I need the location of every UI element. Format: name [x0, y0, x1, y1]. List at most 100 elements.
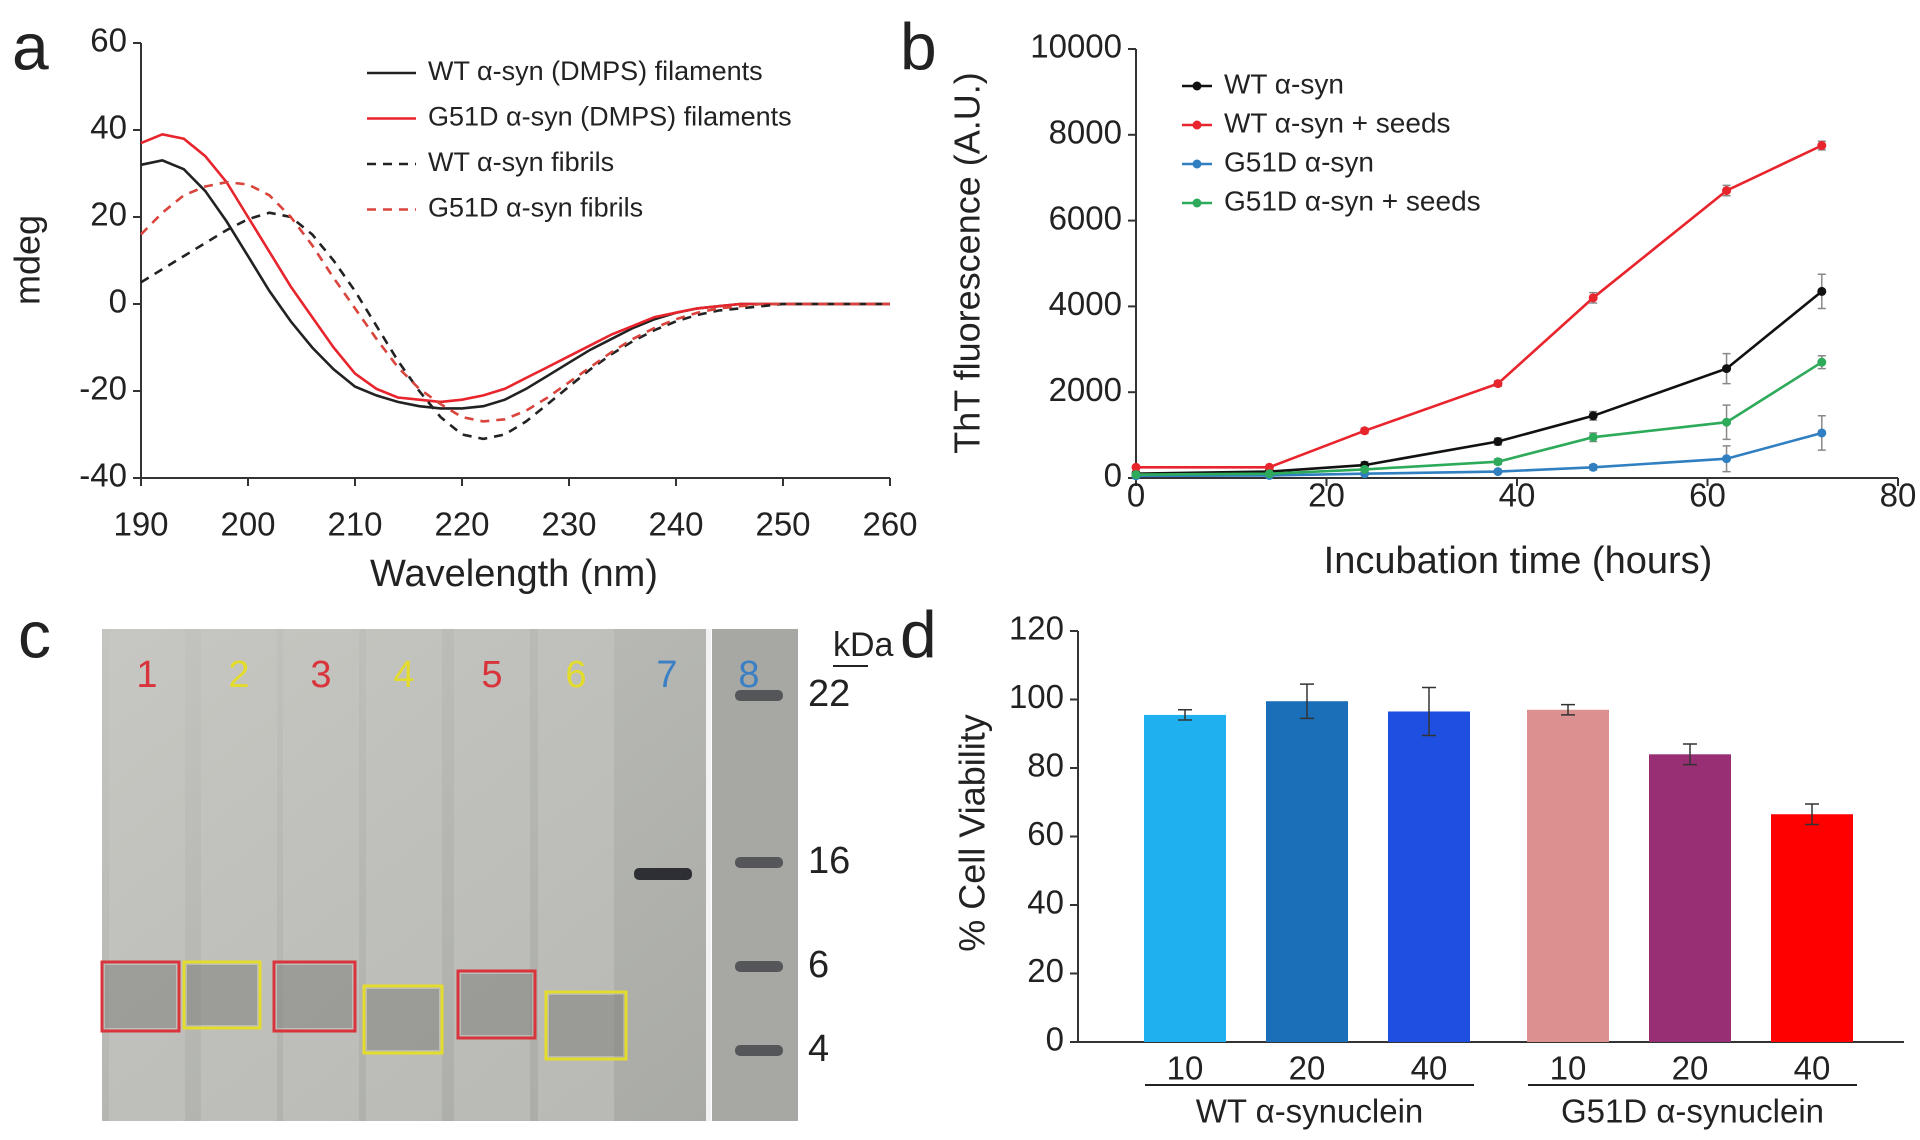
lane-box — [362, 984, 444, 1055]
y-tick-label: 20 — [90, 196, 127, 233]
point — [1493, 437, 1503, 447]
y-tick-label: 2000 — [1049, 371, 1122, 408]
error-bar — [1300, 683, 1314, 720]
x-tick-label: 60 — [1689, 477, 1726, 514]
point — [1131, 462, 1141, 472]
y-tick-label: 120 — [1009, 610, 1064, 647]
legend-marker — [1192, 159, 1202, 169]
y-tick-label: -20 — [79, 370, 127, 407]
error-bar — [1805, 803, 1819, 826]
lane-streak — [109, 629, 185, 1121]
x-tick-label: 250 — [755, 506, 810, 543]
gel-divider — [706, 629, 711, 1121]
x-tick-label: 20 — [1308, 477, 1345, 514]
marker-label: 16 — [808, 840, 850, 882]
point — [1360, 464, 1370, 474]
series-line — [140, 132, 890, 404]
bar — [1771, 814, 1853, 1042]
x-axis-title: Incubation time (hours) — [1324, 540, 1713, 582]
bar — [1388, 711, 1470, 1042]
lane-box — [456, 969, 537, 1040]
lane-label: 6 — [565, 654, 586, 696]
point — [1360, 426, 1370, 436]
legend-marker — [1192, 81, 1202, 91]
ladder-band — [735, 690, 783, 701]
sample-band — [461, 974, 532, 1035]
panel-label: a — [12, 9, 49, 83]
lane-box — [182, 960, 262, 1030]
y-tick-label: 80 — [1027, 747, 1064, 784]
series-line — [140, 180, 890, 423]
sample-band — [105, 965, 176, 1028]
legend-label: WT α-syn — [1224, 68, 1344, 99]
error-bar — [1178, 709, 1192, 721]
y-tick-label: 20 — [1027, 952, 1064, 989]
point — [1722, 186, 1732, 196]
y-axis-title: % Cell Viability — [952, 714, 993, 951]
legend-marker — [1192, 120, 1202, 130]
bar — [1527, 709, 1609, 1042]
x-tick-label: 80 — [1880, 477, 1917, 514]
x-tick-label: 220 — [434, 506, 489, 543]
series-line — [1135, 431, 1823, 478]
point — [1817, 357, 1827, 367]
x-tick-label: 0 — [1127, 477, 1145, 514]
x-tick-label: 40 — [1411, 1050, 1448, 1087]
lane-box — [100, 960, 181, 1033]
x-tick-label: 10 — [1167, 1050, 1204, 1087]
group-label: G51D α-synuclein — [1561, 1093, 1824, 1130]
y-tick-label: 60 — [1027, 815, 1064, 852]
ladder-band — [735, 961, 783, 972]
legend-label: G51D α-syn + seeds — [1224, 185, 1481, 216]
point — [1817, 141, 1827, 151]
x-tick-label: 230 — [541, 506, 596, 543]
point — [1722, 454, 1732, 464]
group-label: WT α-synuclein — [1196, 1093, 1424, 1130]
series-line — [1135, 290, 1823, 475]
point — [1493, 467, 1503, 477]
x-axis-title: Wavelength (nm) — [370, 553, 658, 595]
x-tick-label: 210 — [327, 506, 382, 543]
sample-band — [187, 965, 257, 1025]
bar — [1266, 701, 1348, 1042]
x-tick-label: 190 — [113, 506, 168, 543]
legend-label: WT α-syn (DMPS) filaments — [428, 56, 763, 86]
marker-label: 22 — [808, 673, 850, 715]
y-tick-label: 40 — [90, 109, 127, 146]
lane-streak — [454, 629, 530, 1121]
point — [1131, 470, 1141, 480]
panel-label: b — [900, 9, 937, 83]
legend-label: G51D α-syn — [1224, 146, 1374, 177]
y-tick-label: 0 — [1046, 1021, 1064, 1058]
series-line — [140, 211, 890, 441]
lane-label: 3 — [310, 654, 331, 696]
x-tick-label: 20 — [1289, 1050, 1326, 1087]
point — [1588, 462, 1598, 472]
y-tick-label: 4000 — [1049, 285, 1122, 322]
y-tick-label: 100 — [1009, 678, 1064, 715]
y-tick-label: 8000 — [1049, 114, 1122, 151]
lane-streak — [283, 629, 359, 1121]
panel-label: d — [900, 597, 937, 671]
legend-label: WT α-syn + seeds — [1224, 107, 1451, 138]
error-bar — [1561, 703, 1575, 716]
error-bar — [1683, 743, 1697, 766]
y-axis-title: mdeg — [7, 215, 48, 305]
bar — [1649, 754, 1731, 1042]
gel-marker-strip — [712, 629, 798, 1121]
point — [1264, 462, 1274, 472]
lane-streak — [201, 629, 277, 1121]
point — [1493, 379, 1503, 389]
lane-label: 2 — [228, 654, 249, 696]
legend-marker — [1192, 198, 1202, 208]
x-tick-label: 240 — [648, 506, 703, 543]
y-axis-title: ThT fluorescence (A.U.) — [947, 72, 988, 453]
error-bar — [1422, 686, 1436, 737]
legend-label: G51D α-syn fibrils — [428, 193, 643, 223]
x-tick-label: 200 — [220, 506, 275, 543]
lane-label: 5 — [481, 654, 502, 696]
lane-box — [544, 990, 628, 1061]
x-tick-label: 40 — [1499, 477, 1536, 514]
